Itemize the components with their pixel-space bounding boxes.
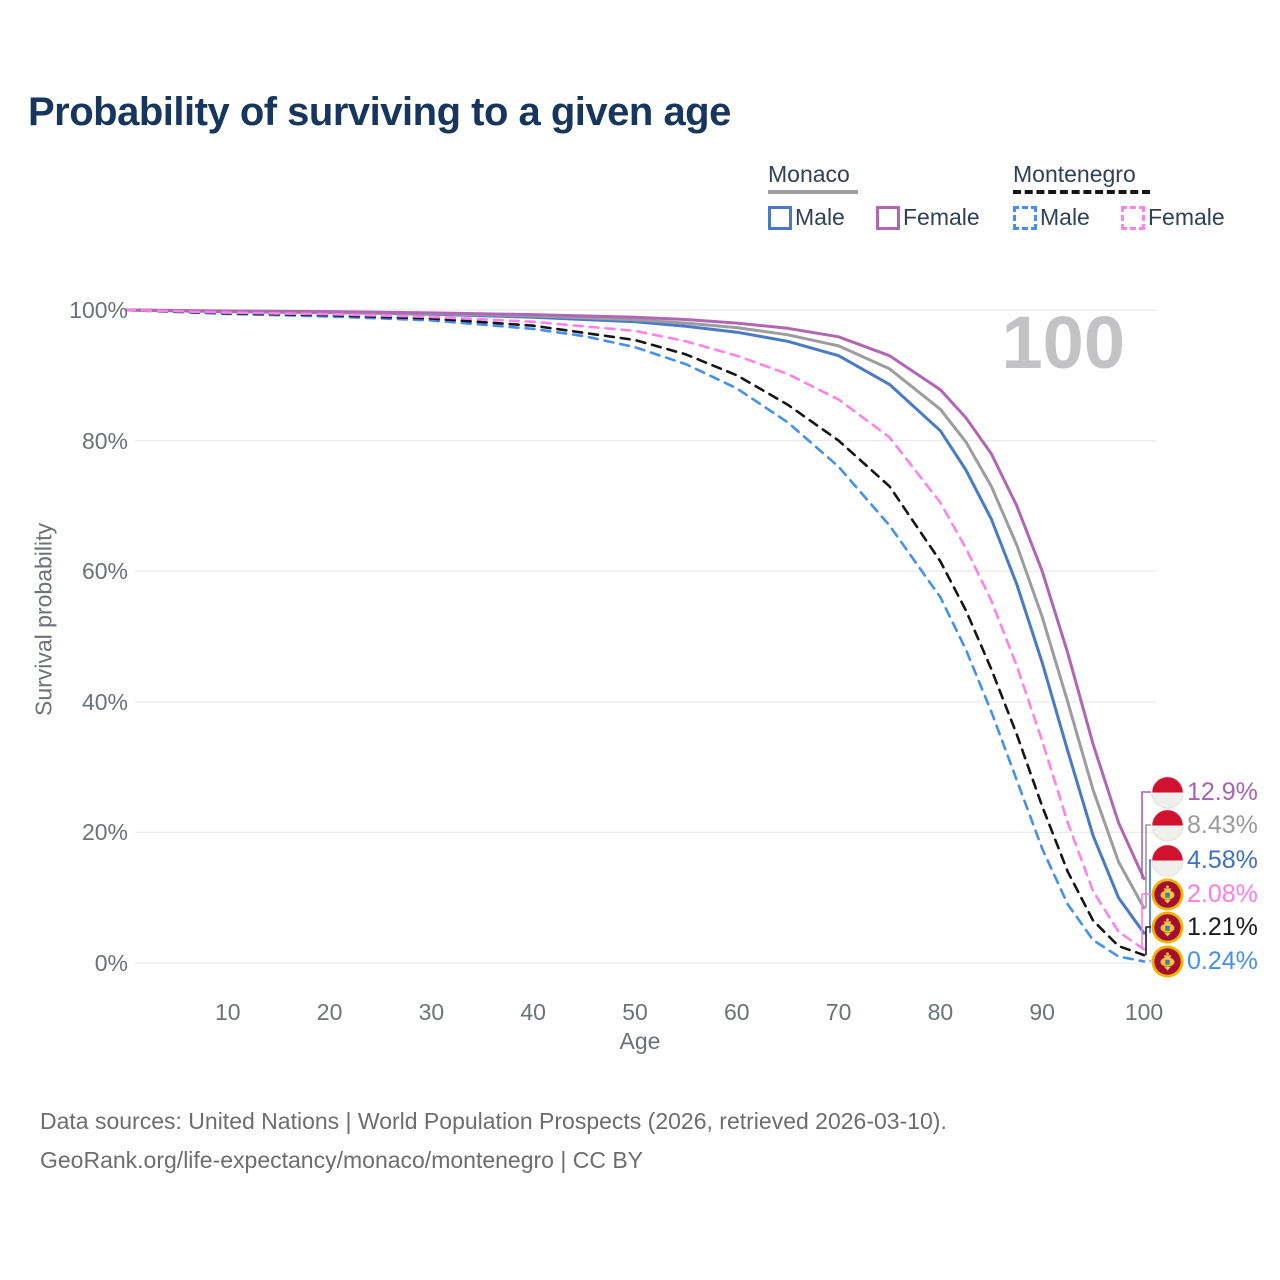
end-label-connector (1145, 824, 1151, 908)
end-label-value: 4.58% (1187, 845, 1258, 874)
end-label-montenegro-male: 0.24% (1151, 944, 1258, 978)
curve-montenegro-all[interactable] (124, 308, 1146, 957)
montenegro-flag-icon (1151, 911, 1184, 943)
curve-monaco-male[interactable] (124, 308, 1146, 935)
x-tick-label: 10 (215, 999, 241, 1025)
end-label-connector (1141, 893, 1151, 950)
end-label-montenegro-female: 2.08% (1151, 877, 1258, 911)
y-tick-label: 20% (81, 819, 128, 846)
legend-item-label: Female (1148, 204, 1225, 230)
legend-item-monaco-male[interactable]: Male (768, 204, 845, 231)
footer-attribution: GeoRank.org/life-expectancy/monaco/monte… (40, 1147, 643, 1173)
x-axis-title: Age (619, 1028, 661, 1054)
end-label-connector (1149, 859, 1151, 934)
x-tick-label: 50 (622, 999, 648, 1025)
x-tick-label: 90 (1029, 999, 1055, 1025)
y-tick-label: 40% (81, 688, 128, 715)
x-tick-label: 30 (418, 999, 445, 1025)
x-tick-label: 100 (1124, 999, 1164, 1025)
curve-montenegro-male[interactable] (124, 308, 1146, 963)
legend-item-montenegro-male[interactable]: Male (1013, 204, 1090, 231)
curve-montenegro-female[interactable] (124, 308, 1146, 951)
end-label-value: 12.9% (1187, 777, 1258, 806)
legend-montenegro-line-swatch (1013, 190, 1150, 194)
legend-item-label: Female (903, 204, 980, 230)
x-tick-label: 80 (927, 999, 954, 1025)
y-tick-label: 0% (94, 950, 128, 976)
end-label-value: 0.24% (1187, 946, 1258, 975)
montenegro-female-swatch-icon (1121, 205, 1145, 230)
end-label-value: 8.43% (1187, 810, 1258, 839)
legend-item-label: Male (1040, 204, 1090, 230)
highlight-age-watermark: 100 (1001, 301, 1125, 384)
legend-item-monaco-female[interactable]: Female (876, 204, 980, 231)
end-label-monaco-male: 4.58% (1151, 843, 1258, 877)
y-tick-label: 100% (69, 297, 128, 323)
monaco-flag-icon (1151, 775, 1184, 809)
footer-data-sources: Data sources: United Nations | World Pop… (40, 1108, 947, 1134)
x-tick-label: 40 (520, 999, 546, 1025)
end-label-value: 1.21% (1187, 912, 1258, 941)
curve-monaco-female[interactable] (124, 308, 1146, 881)
y-tick-label: 60% (81, 558, 128, 585)
legend-item-label: Male (795, 204, 845, 230)
end-label-monaco-female: 12.9% (1151, 775, 1258, 809)
monaco-flag-icon (1151, 843, 1184, 877)
y-tick-label: 80% (81, 427, 128, 454)
x-tick-label: 20 (316, 999, 343, 1025)
montenegro-male-swatch-icon (1013, 205, 1037, 230)
legend-item-montenegro-female[interactable]: Female (1121, 204, 1225, 231)
monaco-male-swatch-icon (768, 205, 792, 230)
curve-monaco-all[interactable] (124, 308, 1146, 910)
legend-monaco-line-swatch (768, 190, 858, 194)
montenegro-flag-icon (1151, 945, 1184, 977)
end-label-monaco-all: 8.43% (1151, 808, 1258, 842)
x-tick-label: 70 (825, 999, 852, 1025)
legend-group-monaco[interactable]: Monaco (768, 161, 850, 187)
monaco-flag-icon (1151, 808, 1184, 842)
x-tick-label: 60 (724, 999, 750, 1025)
end-label-connector (1141, 791, 1151, 879)
page-title: Probability of surviving to a given age (28, 90, 731, 134)
end-label-value: 2.08% (1187, 879, 1258, 908)
legend-group-montenegro[interactable]: Montenegro (1013, 161, 1136, 187)
monaco-female-swatch-icon (876, 205, 900, 230)
montenegro-flag-icon (1151, 878, 1184, 910)
end-label-connector (1145, 926, 1151, 956)
end-label-montenegro-all: 1.21% (1151, 910, 1258, 944)
